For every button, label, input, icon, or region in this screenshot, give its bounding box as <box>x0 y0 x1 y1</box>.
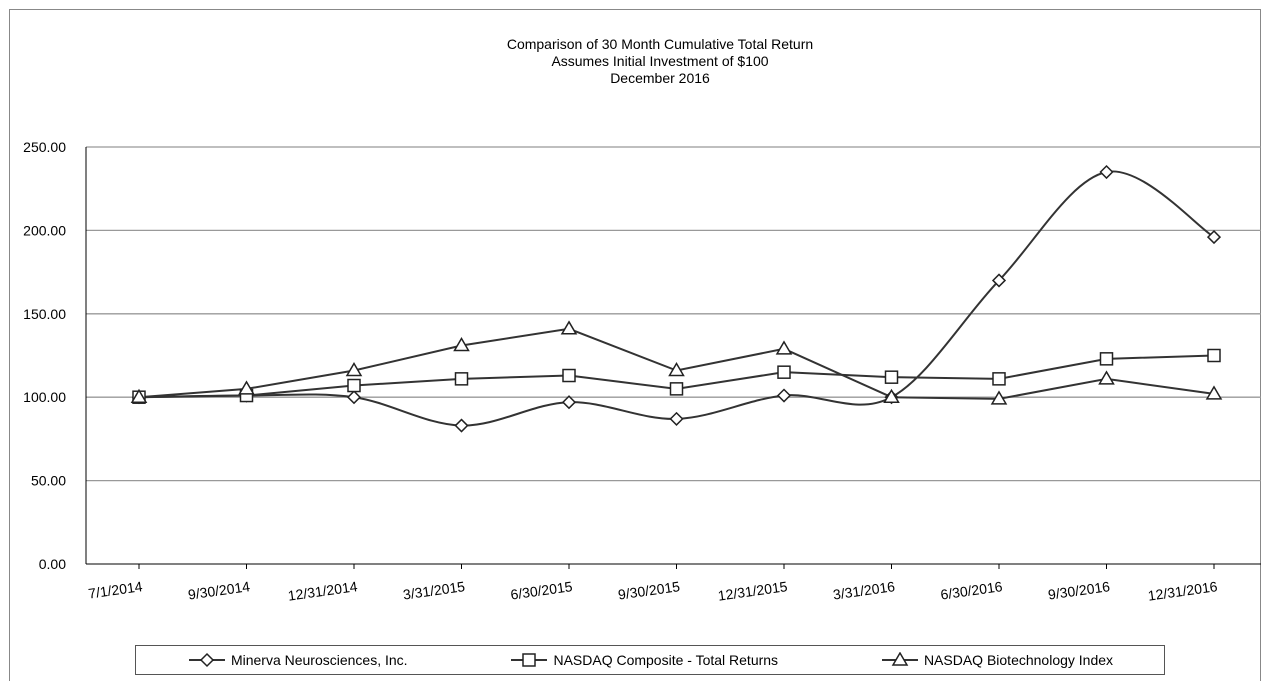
data-point-minerva <box>454 418 469 433</box>
legend-label: NASDAQ Biotechnology Index <box>923 652 1114 668</box>
data-point-minerva <box>669 411 684 426</box>
x-tick-label: 9/30/2015 <box>617 578 681 603</box>
y-tick-label: 200.00 <box>23 222 66 238</box>
y-tick-label: 50.00 <box>31 473 66 489</box>
chart-subtitle-2: December 2016 <box>610 70 710 86</box>
y-tick-label: 150.00 <box>23 306 66 322</box>
data-point-nasdaq-biotech <box>775 340 793 355</box>
data-point-nasdaq-biotech <box>453 337 470 352</box>
data-point-minerva <box>561 395 577 410</box>
data-point-nasdaq-biotech <box>1205 385 1223 400</box>
data-point-nasdaq-biotech <box>345 362 363 377</box>
x-tick-label: 12/31/2015 <box>717 578 789 604</box>
legend-swatch-diamond <box>188 652 225 668</box>
x-tick-label: 7/1/2014 <box>87 578 143 601</box>
x-tick-label: 6/30/2015 <box>510 578 574 603</box>
data-point-nasdaq-composite <box>347 378 361 393</box>
y-tick-label: 100.00 <box>23 389 66 405</box>
chart-frame <box>9 9 1261 681</box>
chart-title-block: Comparison of 30 Month Cumulative Total … <box>0 36 1271 87</box>
legend-item-nasdaq-biotech: NASDAQ Biotechnology Index <box>880 652 1113 668</box>
x-tick-label: 6/30/2016 <box>940 578 1004 603</box>
legend-label: Minerva Neurosciences, Inc. <box>230 652 408 668</box>
legend-swatch-square <box>511 653 548 667</box>
data-point-nasdaq-composite <box>777 365 791 379</box>
data-point-minerva <box>1099 164 1114 180</box>
data-point-nasdaq-composite <box>454 372 469 386</box>
data-point-nasdaq-composite <box>1207 348 1221 363</box>
chart-subtitle-1: Assumes Initial Investment of $100 <box>551 53 769 69</box>
chart-legend: Minerva Neurosciences, Inc. NASDAQ Compos… <box>135 645 1165 675</box>
x-tick-label: 9/30/2014 <box>187 578 251 603</box>
data-point-nasdaq-composite <box>562 368 576 383</box>
data-point-minerva <box>346 390 362 405</box>
x-tick-label: 12/31/2016 <box>1147 578 1219 604</box>
chart-title: Comparison of 30 Month Cumulative Total … <box>506 36 814 52</box>
x-tick-label: 3/31/2015 <box>402 578 466 603</box>
data-point-nasdaq-biotech <box>238 380 255 395</box>
series-line-minerva <box>138 170 1215 427</box>
legend-marker-square <box>522 653 537 667</box>
y-tick-label: 0.00 <box>39 556 66 572</box>
data-point-nasdaq-biotech <box>990 390 1008 405</box>
data-point-nasdaq-composite <box>1099 352 1114 366</box>
data-point-nasdaq-biotech <box>668 362 685 377</box>
data-point-nasdaq-biotech <box>883 388 900 403</box>
data-point-nasdaq-biotech <box>560 320 578 335</box>
data-point-nasdaq-composite <box>884 370 899 384</box>
x-tick-label: 12/31/2014 <box>287 578 359 604</box>
legend-marker-diamond <box>199 652 214 668</box>
x-tick-label: 9/30/2016 <box>1047 578 1111 603</box>
y-tick-label: 250.00 <box>23 139 66 155</box>
legend-item-minerva: Minerva Neurosciences, Inc. <box>187 652 408 668</box>
x-tick-label: 3/31/2016 <box>832 578 896 603</box>
data-point-nasdaq-composite <box>992 372 1006 386</box>
legend-item-nasdaq-composite: NASDAQ Composite - Total Returns <box>509 652 778 668</box>
data-point-minerva <box>991 273 1007 288</box>
data-point-nasdaq-biotech <box>1098 370 1115 385</box>
data-point-nasdaq-composite <box>669 382 684 396</box>
legend-marker-triangle <box>891 652 909 666</box>
legend-swatch-triangle <box>881 652 918 666</box>
data-point-nasdaq-biotech <box>130 388 148 403</box>
data-point-minerva <box>776 388 792 403</box>
data-point-minerva <box>1206 230 1222 245</box>
legend-label: NASDAQ Composite - Total Returns <box>553 652 779 668</box>
